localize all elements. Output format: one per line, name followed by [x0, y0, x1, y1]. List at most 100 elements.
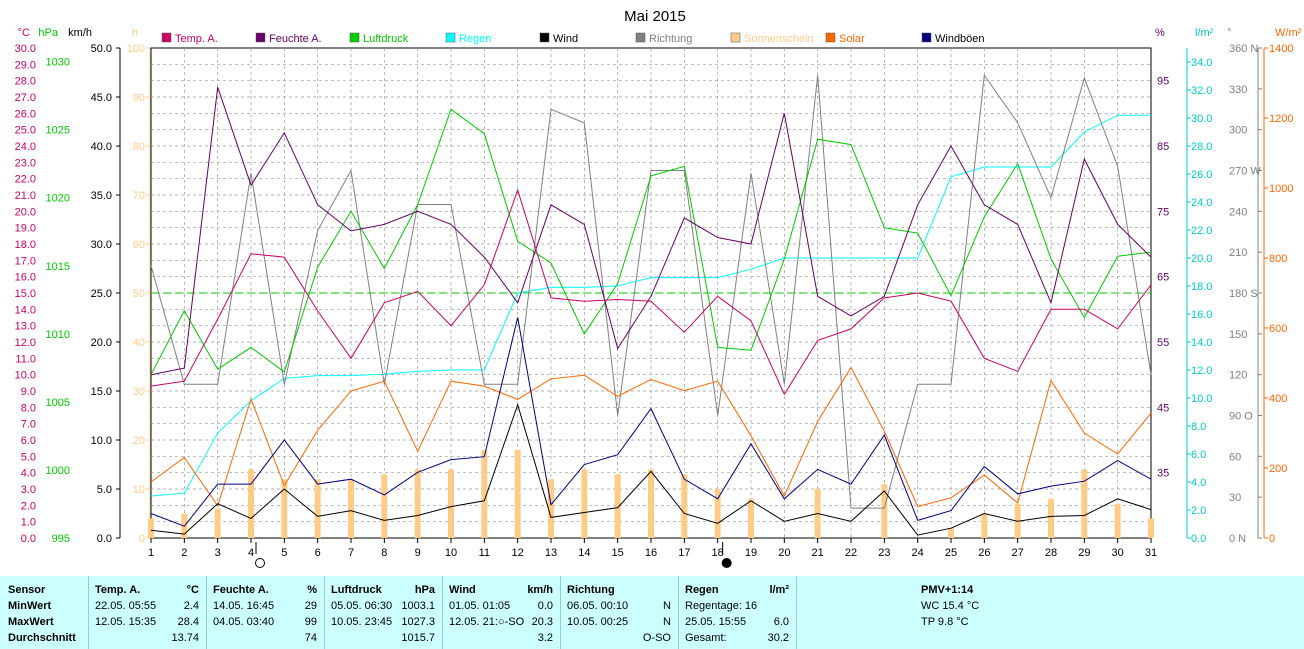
stats-min-label: MinWert [8, 600, 52, 612]
stats-temp-avg: 13.74 [171, 632, 199, 644]
stats-temp-max-time: 12.05. 15:35 [95, 616, 157, 628]
stats-rain-total-label: Gesamt: [685, 632, 727, 644]
direction-tick-label: 210 [1229, 247, 1247, 259]
series-lines [150, 73, 1152, 536]
wind-tick-label: 35.0 [91, 190, 112, 202]
temp-tick-label: 4.0 [21, 468, 36, 480]
stats-dir-col: Richtung 06.05. 00:10 N 10.05. 00:25 N O… [560, 576, 679, 649]
x-tick-label: 17 [678, 547, 690, 559]
wind-tick-label: 15.0 [91, 386, 112, 398]
sunshine-bar [1081, 469, 1088, 538]
stats-avg-label: Durchschnitt [8, 632, 76, 644]
wind-tick-label: 45.0 [91, 92, 112, 104]
sunshine-bar [348, 479, 354, 538]
sun-tick-label: 60 [133, 239, 145, 251]
sunshine-bar [481, 449, 488, 538]
stats-dir-min-time: 06.05. 00:10 [567, 600, 629, 612]
stats-wind-col: Wind km/h 01.05. 01:05 0.0 12.05. 21:○-S… [442, 576, 561, 649]
stats-windchill: WC 15.4 °C [921, 600, 980, 612]
rain-tick-label: 14.0 [1191, 337, 1212, 349]
humidity-tick-label: 95 [1157, 76, 1169, 88]
legend-swatch [921, 32, 932, 43]
x-tick-label: 29 [1078, 547, 1090, 559]
temp-tick-label: 19.0 [15, 223, 36, 235]
temp-tick-label: 5.0 [21, 451, 36, 463]
x-tick-label: 24 [912, 547, 924, 559]
rain-tick-label: 30.0 [1191, 113, 1212, 125]
temp-tick-label: 30.0 [15, 43, 36, 55]
sunshine-bar [448, 469, 454, 538]
series-line-luftdruck [150, 108, 1152, 375]
sun-tick-label: 40 [133, 337, 145, 349]
rain-tick-label: 16.0 [1191, 309, 1212, 321]
humidity-unit-label: % [1155, 27, 1165, 39]
x-tick-label: 3 [215, 547, 221, 559]
temp-tick-label: 13.0 [15, 321, 36, 333]
series-line-solar [150, 366, 1152, 508]
x-tick-label: 16 [645, 547, 657, 559]
pressure-tick-label: 1005 [46, 397, 70, 409]
temp-tick-label: 1.0 [21, 517, 36, 529]
sun-tick-label: 100 [127, 43, 145, 55]
new-moon-icon [721, 558, 732, 568]
wind-tick-label: 10.0 [91, 435, 112, 447]
pressure-tick-label: 1010 [46, 329, 70, 341]
stats-pmv-col: PMV+1:14 WC 15.4 °C TP 9.8 °C [796, 576, 1304, 649]
stats-rain-header: Regen [685, 584, 719, 596]
x-tick-label: 8 [381, 547, 387, 559]
wind-tick-label: 30.0 [91, 239, 112, 251]
x-tick-label: 26 [978, 547, 990, 559]
pressure-tick-label: 995 [52, 533, 70, 545]
sunshine-bar [681, 474, 688, 538]
sunshine-bar [881, 484, 888, 538]
sunshine-bar [548, 479, 554, 538]
stats-pmv-header: PMV+1:14 [921, 584, 974, 596]
rain-tick-label: 6.0 [1191, 449, 1206, 461]
wind-tick-label: 25.0 [91, 288, 112, 300]
stats-press-avg: 1015.7 [401, 632, 435, 644]
wind-tick-label: 40.0 [91, 141, 112, 153]
rain-tick-label: 22.0 [1191, 225, 1212, 237]
stats-wind-unit: km/h [527, 584, 553, 596]
stats-sensor-header: Sensor [8, 584, 46, 596]
legend-swatch [825, 32, 836, 43]
temp-tick-label: 18.0 [15, 239, 36, 251]
x-tick-label: 19 [745, 547, 757, 559]
pressure-tick-label: 1000 [46, 465, 70, 477]
stats-wind-max-time: 12.05. 21:○-SO [449, 616, 525, 628]
stats-hum-max-val: 99 [304, 616, 317, 628]
temp-tick-label: 22.0 [15, 174, 36, 186]
sunshine-bar [381, 474, 388, 538]
stats-dir-avg: O-SO [642, 632, 671, 644]
chart-title: Mai 2015 [624, 8, 686, 25]
rain-tick-label: 28.0 [1191, 141, 1212, 153]
legend: Temp. A. Feuchte A. Luftdruck Regen Wind Rich… [161, 32, 985, 45]
stats-rain-max-time: 25.05. 15:55 [685, 616, 747, 628]
sunshine-bar [1114, 503, 1121, 538]
stats-rain-max-val: 6.0 [773, 616, 789, 628]
stats-dir-max-time: 10.05. 00:25 [567, 616, 629, 628]
direction-tick-label: 60 [1229, 451, 1241, 463]
sunshine-bar [281, 479, 288, 538]
legend-label: Solar [839, 33, 865, 45]
legend-swatch [730, 32, 741, 43]
sun-tick-label: 80 [133, 141, 145, 153]
legend-label: Richtung [649, 33, 692, 45]
rain-tick-label: 12.0 [1191, 365, 1212, 377]
stats-hum-col: Feuchte A. % 14.05. 16:45 29 04.05. 03:4… [206, 576, 325, 649]
temp-tick-label: 14.0 [15, 304, 36, 316]
temp-tick-label: 27.0 [15, 92, 36, 104]
stats-hum-avg: 74 [304, 632, 317, 644]
solar-tick-label: 600 [1269, 323, 1287, 335]
temp-tick-label: 26.0 [15, 108, 36, 120]
direction-tick-label: 330 [1229, 84, 1247, 96]
solar-tick-label: 1400 [1269, 43, 1293, 55]
direction-tick-label: 240 [1229, 206, 1247, 218]
legend-swatch [635, 32, 646, 43]
direction-tick-label: 90 O [1229, 411, 1253, 423]
direction-tick-label: 0 N [1229, 533, 1246, 545]
stats-dir-header: Richtung [567, 584, 615, 596]
temp-tick-label: 11.0 [15, 353, 36, 365]
stats-press-min-time: 05.05. 06:30 [331, 600, 393, 612]
temp-tick-label: 12.0 [15, 337, 36, 349]
